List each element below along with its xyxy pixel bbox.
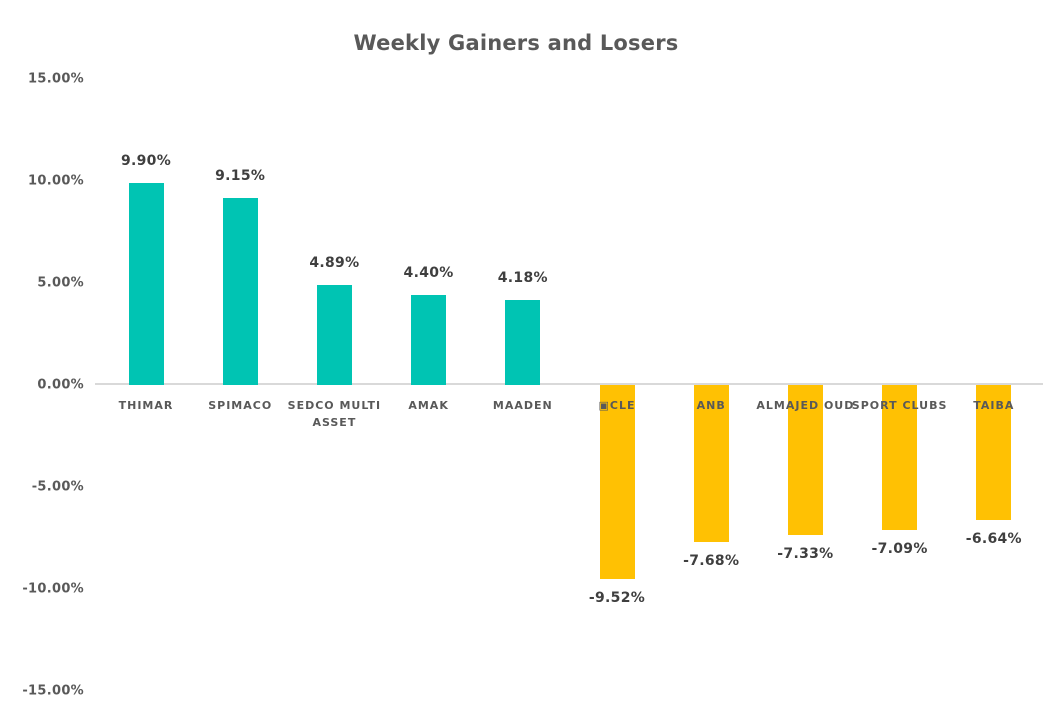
value-label: 9.90% bbox=[120, 153, 172, 170]
y-axis-tick-label: 5.00% bbox=[37, 275, 84, 291]
bar--cle bbox=[599, 385, 635, 580]
category-label: ALMAJED OUD bbox=[756, 399, 855, 412]
category-label: SPORT CLUBS bbox=[851, 399, 948, 412]
category-label: THIMAR bbox=[118, 399, 174, 412]
bar-sport-clubs bbox=[882, 385, 918, 530]
bar-sedco-multi-asset bbox=[316, 285, 352, 385]
value-label: -9.52% bbox=[588, 590, 646, 607]
category-label: SEDCO MULTI ASSET bbox=[287, 399, 382, 429]
value-label: -7.68% bbox=[683, 552, 740, 569]
y-axis-tick-label: -5.00% bbox=[31, 479, 84, 495]
value-label: 9.15% bbox=[215, 168, 266, 185]
category-label: TAIBA bbox=[973, 399, 1015, 412]
bar-anb bbox=[693, 385, 729, 542]
category-label: AMAK bbox=[408, 399, 449, 412]
x-axis-zero-line bbox=[95, 383, 1043, 385]
category-label: ANB bbox=[696, 399, 726, 412]
y-axis-tick-label: -15.00% bbox=[22, 683, 84, 699]
y-axis-tick-label: 0.00% bbox=[37, 377, 84, 393]
category-label: ▣CLE bbox=[598, 399, 636, 412]
value-label: -6.64% bbox=[965, 531, 1022, 548]
value-label: -7.33% bbox=[777, 545, 834, 562]
y-axis-tick-label: 15.00% bbox=[28, 71, 84, 87]
bar-thimar bbox=[128, 183, 164, 385]
y-axis-tick-label: -10.00% bbox=[22, 581, 84, 597]
bar-taiba bbox=[976, 385, 1012, 521]
value-label: 4.40% bbox=[403, 265, 454, 282]
value-label: 4.89% bbox=[309, 255, 360, 272]
category-label: MAADEN bbox=[492, 399, 553, 412]
chart-title: Weekly Gainers and Losers bbox=[353, 31, 679, 55]
category-label: SPIMACO bbox=[208, 399, 273, 412]
value-label: 4.18% bbox=[497, 269, 548, 286]
bar-amak bbox=[411, 295, 447, 385]
y-axis-tick-label: 10.00% bbox=[28, 173, 84, 189]
value-label: -7.09% bbox=[871, 540, 928, 557]
bar-maaden bbox=[505, 299, 541, 385]
bar-almajed-oud bbox=[787, 385, 823, 535]
bar-spimaco bbox=[222, 198, 258, 385]
